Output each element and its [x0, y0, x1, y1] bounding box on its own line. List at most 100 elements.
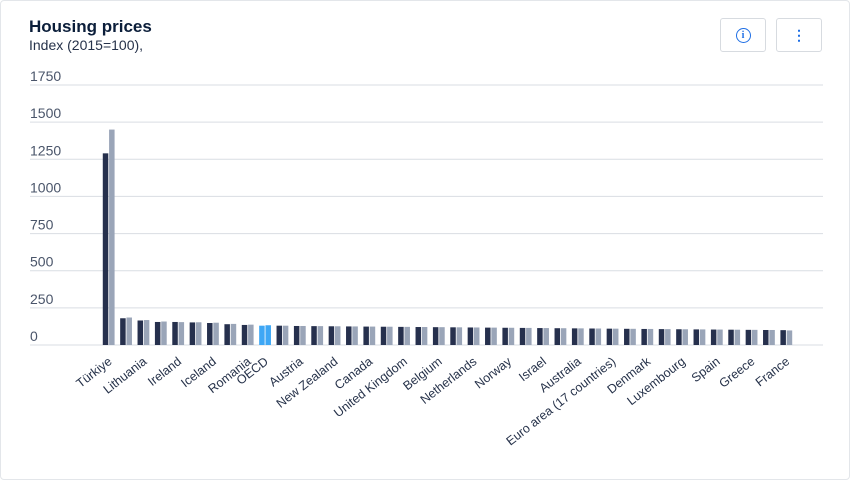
- y-tick-label: 0: [30, 328, 38, 344]
- info-button[interactable]: i: [720, 18, 766, 52]
- bar[interactable]: [154, 321, 161, 345]
- y-tick-label: 1000: [30, 179, 61, 195]
- y-tick-label: 250: [30, 291, 54, 307]
- chart-title: Housing prices: [29, 17, 152, 36]
- bar[interactable]: [751, 329, 758, 345]
- bar[interactable]: [578, 328, 584, 345]
- bar[interactable]: [780, 330, 786, 345]
- bar[interactable]: [178, 322, 185, 345]
- bar[interactable]: [467, 327, 474, 345]
- bar[interactable]: [456, 327, 463, 345]
- x-tick-label: Greece: [716, 354, 757, 390]
- bar[interactable]: [189, 322, 196, 345]
- bar[interactable]: [230, 323, 237, 345]
- bar[interactable]: [543, 328, 549, 345]
- bar[interactable]: [109, 129, 115, 345]
- bar[interactable]: [693, 329, 700, 345]
- bar[interactable]: [224, 324, 230, 345]
- bar[interactable]: [317, 326, 324, 345]
- bar[interactable]: [241, 324, 248, 345]
- bar[interactable]: [606, 328, 613, 345]
- bar[interactable]: [172, 321, 178, 345]
- bar[interactable]: [143, 320, 150, 345]
- bar[interactable]: [560, 328, 567, 345]
- bar[interactable]: [126, 317, 132, 345]
- y-tick-label: 750: [30, 217, 54, 233]
- y-tick-label: 1500: [30, 105, 61, 121]
- bar[interactable]: [641, 328, 647, 345]
- bar[interactable]: [682, 329, 688, 345]
- bar[interactable]: [213, 322, 219, 345]
- bar[interactable]: [665, 329, 671, 345]
- bar[interactable]: [415, 327, 422, 345]
- bar[interactable]: [363, 326, 369, 345]
- bar[interactable]: [346, 326, 352, 345]
- bar[interactable]: [595, 328, 602, 345]
- bar[interactable]: [769, 329, 775, 345]
- bar[interactable]: [404, 326, 410, 345]
- bar[interactable]: [728, 329, 734, 345]
- bar[interactable]: [300, 325, 306, 345]
- bar[interactable]: [508, 327, 515, 345]
- more-vertical-icon: ⋮: [792, 27, 806, 43]
- bar[interactable]: [734, 329, 741, 345]
- bar[interactable]: [276, 325, 283, 345]
- bar[interactable]: [745, 329, 752, 345]
- bar[interactable]: [137, 320, 144, 345]
- y-tick-label: 1250: [30, 142, 61, 158]
- bar[interactable]: [248, 324, 254, 345]
- bar[interactable]: [519, 327, 526, 345]
- bar[interactable]: [676, 329, 682, 345]
- bar[interactable]: [432, 327, 439, 345]
- bar[interactable]: [537, 328, 543, 345]
- bar[interactable]: [658, 329, 665, 345]
- bar[interactable]: [502, 327, 508, 345]
- x-tick-label: Ireland: [145, 354, 184, 389]
- bar[interactable]: [265, 325, 271, 345]
- bar[interactable]: [612, 328, 619, 345]
- bar[interactable]: [717, 329, 723, 345]
- bar[interactable]: [439, 327, 445, 345]
- bar[interactable]: [699, 329, 706, 345]
- bar[interactable]: [311, 326, 317, 345]
- bar[interactable]: [630, 328, 636, 345]
- x-tick-label: New Zealand: [274, 354, 341, 410]
- y-tick-label: 1750: [30, 68, 61, 84]
- bar[interactable]: [102, 153, 109, 345]
- bar[interactable]: [491, 327, 497, 345]
- bar[interactable]: [450, 327, 456, 345]
- bar[interactable]: [589, 328, 595, 345]
- bar[interactable]: [571, 328, 578, 345]
- bar[interactable]: [763, 329, 769, 345]
- bar[interactable]: [293, 325, 300, 345]
- x-tick-label: Norway: [472, 354, 515, 392]
- bar[interactable]: [120, 318, 126, 345]
- bar[interactable]: [334, 326, 341, 345]
- bar[interactable]: [421, 327, 428, 345]
- bar[interactable]: [485, 327, 491, 345]
- bar[interactable]: [207, 323, 213, 345]
- bar[interactable]: [259, 325, 265, 345]
- more-options-button[interactable]: ⋮: [776, 18, 822, 52]
- bar[interactable]: [526, 327, 532, 345]
- x-tick-label: France: [753, 354, 792, 389]
- info-icon: i: [735, 27, 751, 43]
- bar[interactable]: [352, 326, 358, 345]
- bar[interactable]: [624, 328, 630, 345]
- bar[interactable]: [710, 329, 717, 345]
- bar[interactable]: [282, 325, 289, 345]
- bar[interactable]: [387, 326, 393, 345]
- bar[interactable]: [195, 322, 202, 345]
- bar[interactable]: [647, 328, 654, 345]
- bar[interactable]: [328, 326, 335, 345]
- bar[interactable]: [369, 326, 376, 345]
- bar[interactable]: [473, 327, 480, 345]
- bar[interactable]: [380, 326, 387, 345]
- bar[interactable]: [398, 326, 404, 345]
- bar[interactable]: [786, 330, 793, 345]
- bar[interactable]: [554, 328, 561, 345]
- bar[interactable]: [161, 321, 167, 345]
- y-tick-label: 500: [30, 254, 54, 270]
